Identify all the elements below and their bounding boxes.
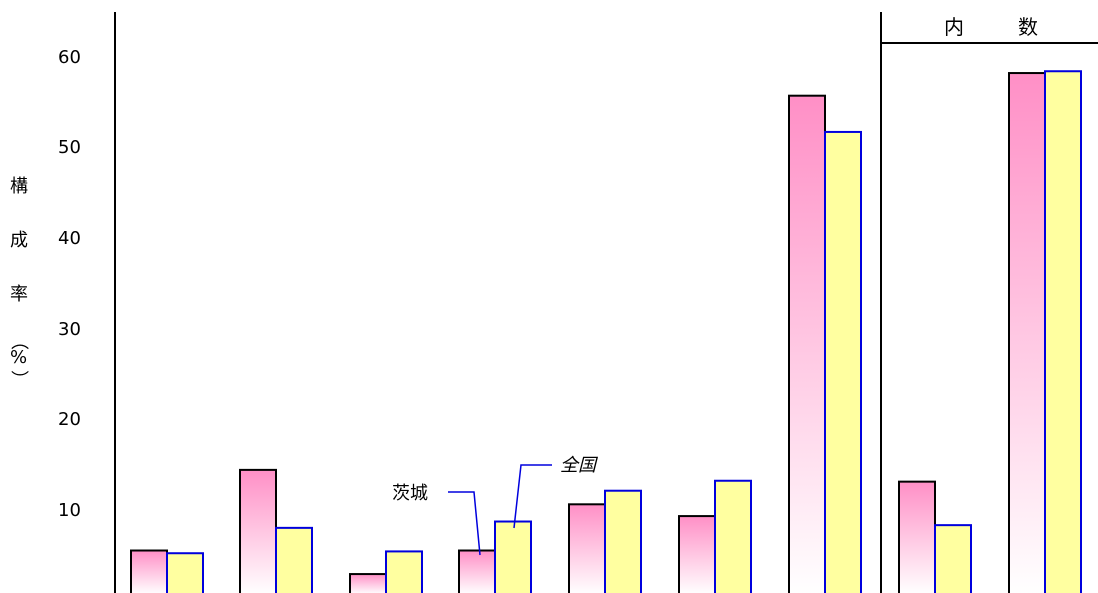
y-axis-label-char: ） (8, 370, 29, 388)
bar-zenkoku (604, 489, 642, 593)
bars-group (130, 70, 1082, 593)
y-axis-label-char: 率 (10, 284, 28, 305)
y-tick-label: 40 (58, 228, 81, 249)
bar-ibaraki (898, 480, 936, 593)
y-axis-label-char: （ (8, 332, 29, 350)
section-header-char-2: 数 (1018, 15, 1038, 39)
y-tick-label: 30 (58, 319, 81, 340)
bar-ibaraki (130, 549, 168, 593)
y-tick-label: 10 (58, 500, 81, 521)
bar-ibaraki (788, 94, 826, 593)
section-header-char-1: 内 (944, 15, 964, 39)
annotation-line-zenkoku (513, 464, 552, 529)
y-axis-label-char: 構 (10, 176, 28, 197)
bar-zenkoku (714, 479, 752, 593)
bar-ibaraki (568, 503, 606, 593)
annotation-label-ibaraki: 茨城 (392, 483, 428, 504)
y-tick-label: 50 (58, 137, 81, 158)
bar-zenkoku (494, 520, 532, 593)
bar-ibaraki (1008, 72, 1046, 593)
annotation-label-zenkoku: 全国 (560, 455, 599, 476)
bar-zenkoku (1044, 70, 1082, 593)
annotation-line-ibaraki (448, 491, 481, 556)
y-tick-label: 20 (58, 409, 81, 430)
bar-zenkoku (824, 130, 862, 593)
y-tick-label: 60 (58, 47, 81, 68)
bar-ibaraki (678, 515, 716, 593)
bar-ibaraki (458, 549, 496, 593)
bar-ibaraki (239, 468, 277, 593)
bar-zenkoku (934, 524, 972, 593)
y-axis-label-char: % (10, 347, 27, 368)
y-axis-label-char: 成 (10, 230, 28, 251)
bar-ibaraki (349, 573, 387, 593)
bar-zenkoku (275, 526, 313, 593)
bar-zenkoku (166, 552, 204, 593)
bar-zenkoku (385, 550, 423, 593)
